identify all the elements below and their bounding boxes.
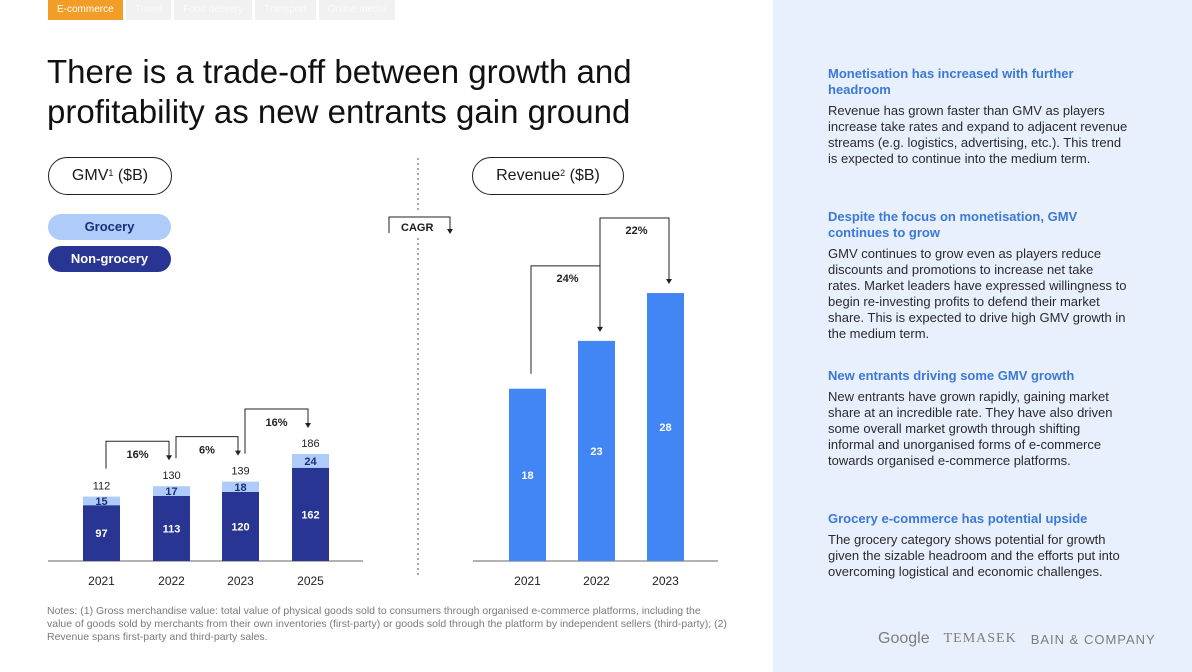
tab-travel[interactable]: Travel [125,0,172,20]
gmv-grocery-label: 24 [304,456,317,468]
tab-online-media[interactable]: Online media [318,0,396,20]
google-logo: Google [878,630,930,647]
revenue-pill-footnote: 2 [560,168,566,178]
gmv-cagr-label: 16% [265,417,287,429]
gmv-pill-footnote: 1 [108,168,114,178]
gmv-year-label: 2025 [297,574,324,588]
revenue-pill-label: Revenue [496,167,561,184]
revenue-value-label: 18 [521,470,533,482]
revenue-pill-unit: ($B) [565,167,600,184]
revenue-value-label: 23 [590,446,602,458]
insight-body: GMV continues to grow even as players re… [828,246,1127,341]
insight-gmv-growth: Despite the focus on monetisation, GMV c… [828,209,1128,342]
charts-svg: 97 15 112 2021 113 17 130 2022 120 18 139 2023 162 24… [48,158,718,588]
gmv-bar-grocery [222,481,259,492]
gmv-bar-grocery [292,453,329,468]
cagr-label-arrowhead [447,229,453,234]
gmv-non-grocery-label: 162 [301,509,319,521]
revenue-year-label: 2023 [652,574,679,588]
gmv-bar-non-grocery [153,495,190,561]
insight-body: New entrants have grown rapidly, gaining… [828,389,1113,468]
insights-panel [773,0,1192,672]
insight-monetisation: Monetisation has increased with further … [828,66,1128,167]
insight-heading: New entrants driving some GMV growth [828,368,1075,383]
gmv-cagr-arrowhead [305,422,311,428]
revenue-bar [647,293,684,561]
gmv-cagr-arrowhead [166,455,172,461]
insight-heading: Despite the focus on monetisation, GMV c… [828,209,1078,240]
insight-body: Revenue has grown faster than GMV as pla… [828,103,1128,166]
gmv-bar-grocery [153,486,190,496]
revenue-cagr-label: 24% [556,273,578,285]
bain-logo: BAIN & COMPANY [1030,631,1156,647]
revenue-year-label: 2021 [514,574,541,588]
gmv-cagr-bracket [244,408,309,454]
insight-grocery: Grocery e-commerce has potential upside … [828,511,1128,580]
revenue-year-label: 2022 [583,574,610,588]
gmv-bar-non-grocery [292,467,329,561]
gmv-grocery-label: 15 [95,496,107,508]
revenue-pill: Revenue2 ($B) [472,157,624,195]
revenue-cagr-label: 22% [625,225,647,237]
insight-heading: Grocery e-commerce has potential upside [828,511,1088,526]
cagr-label-frame [388,216,451,233]
gmv-cagr-bracket [175,436,239,459]
insight-heading: Monetisation has increased with further … [828,66,1074,97]
page-title: There is a trade-off between growth and … [47,53,632,130]
gmv-year-label: 2021 [88,574,115,588]
revenue-chart: 18 2021 23 2022 28 2023 24% 22% [473,217,718,588]
gmv-pill: GMV1 ($B) [48,157,172,195]
revenue-cagr-bracket [599,217,670,326]
gmv-grocery-label: 17 [165,486,177,498]
cagr-label: CAGR [401,222,434,234]
revenue-cagr-arrowhead [597,326,603,332]
gmv-cagr-bracket [105,440,170,469]
footnotes: Notes: (1) Gross merchandise value: tota… [47,605,727,643]
gmv-bar-non-grocery [222,491,259,561]
revenue-value-label: 28 [659,422,671,434]
gmv-cagr-arrowhead [235,450,241,456]
gmv-total-label: 186 [301,438,319,450]
gmv-total-label: 139 [231,466,249,478]
temasek-logo: TEMASEK [943,631,1017,646]
gmv-chart: 97 15 112 2021 113 17 130 2022 120 18 139 2023 162 24… [48,408,363,588]
revenue-cagr-arrowhead [666,279,672,285]
partner-logos: Google TEMASEK BAIN & COMPANY [878,630,1156,648]
insight-body: The grocery category shows potential for… [828,532,1120,579]
category-tabs: E-commerce Travel Food delivery Transpor… [48,0,396,20]
tab-transport[interactable]: Transport [255,0,316,20]
gmv-pill-label: GMV [71,167,109,184]
gmv-total-label: 112 [93,481,111,493]
gmv-total-label: 130 [162,470,180,482]
revenue-bar [578,340,615,561]
gmv-non-grocery-label: 97 [95,528,107,540]
tab-ecommerce[interactable]: E-commerce [48,0,123,20]
tab-food-delivery[interactable]: Food delivery [174,0,253,20]
gmv-cagr-label: 16% [126,449,148,461]
gmv-year-label: 2022 [158,574,185,588]
gmv-cagr-label: 6% [199,445,215,457]
gmv-bar-grocery [83,496,120,506]
gmv-non-grocery-label: 113 [163,523,181,535]
gmv-grocery-label: 18 [234,482,246,494]
revenue-bar [509,388,546,561]
gmv-bar-non-grocery [83,505,120,561]
insight-new-entrants: New entrants driving some GMV growth New… [828,368,1128,469]
legend-non-grocery: Non-grocery [48,246,171,272]
gmv-year-label: 2023 [227,574,254,588]
gmv-pill-unit: ($B) [113,167,149,184]
gmv-non-grocery-label: 120 [231,521,249,533]
legend-grocery: Grocery [48,214,171,240]
